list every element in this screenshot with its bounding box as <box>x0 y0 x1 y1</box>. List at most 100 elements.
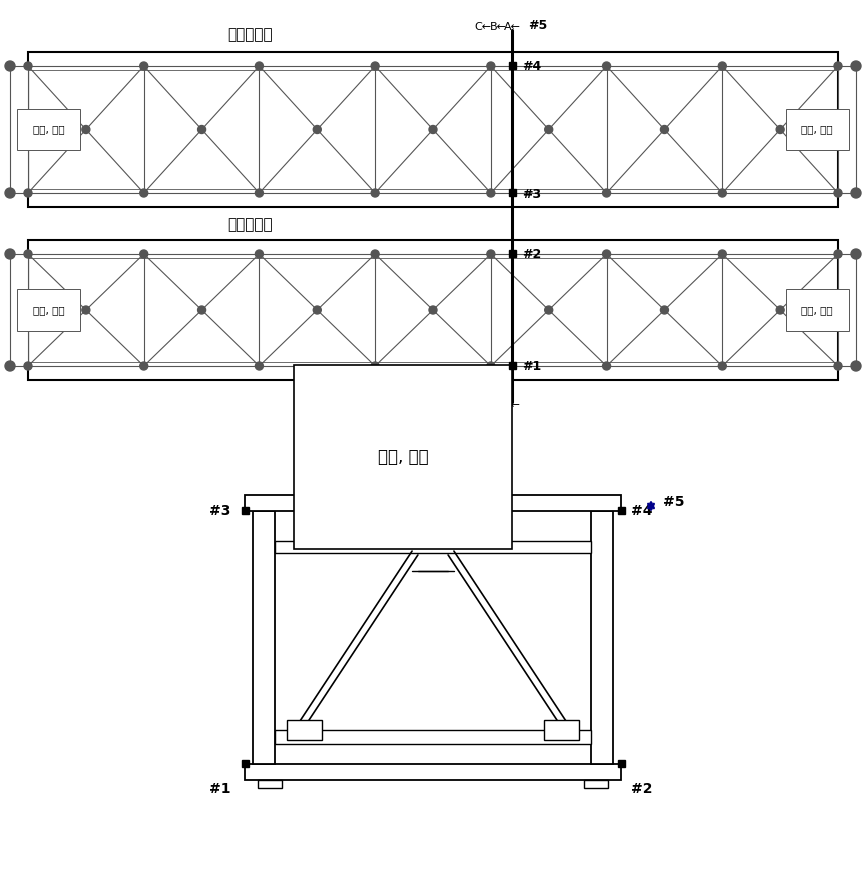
Bar <box>838 254 856 366</box>
Circle shape <box>718 362 727 370</box>
Bar <box>287 720 322 740</box>
Circle shape <box>718 62 727 70</box>
Circle shape <box>603 362 611 370</box>
Circle shape <box>313 306 321 314</box>
Text: #3: #3 <box>209 504 230 518</box>
Text: 강률, 옥계: 강률, 옥계 <box>801 124 833 135</box>
Bar <box>10 66 28 193</box>
Text: #2: #2 <box>522 248 541 261</box>
Circle shape <box>24 362 32 370</box>
Text: B←: B← <box>489 22 507 32</box>
Circle shape <box>603 189 611 197</box>
Circle shape <box>5 61 15 71</box>
Circle shape <box>718 189 727 197</box>
Text: 강률, 옥계: 강률, 옥계 <box>801 305 833 315</box>
Circle shape <box>851 361 861 371</box>
Text: #3: #3 <box>522 187 541 201</box>
Circle shape <box>255 362 263 370</box>
Bar <box>508 363 515 370</box>
Circle shape <box>661 126 669 134</box>
Bar <box>10 254 28 366</box>
Circle shape <box>487 250 494 258</box>
Bar <box>508 189 515 196</box>
Bar <box>242 508 249 515</box>
Circle shape <box>139 250 148 258</box>
Circle shape <box>139 62 148 70</box>
Text: 서울, 동해: 서울, 동해 <box>33 305 65 315</box>
Circle shape <box>139 189 148 197</box>
Circle shape <box>834 362 842 370</box>
Circle shape <box>487 362 494 370</box>
Text: 하부평면도: 하부평면도 <box>227 217 273 232</box>
Circle shape <box>603 62 611 70</box>
Circle shape <box>82 126 90 134</box>
Circle shape <box>139 362 148 370</box>
Circle shape <box>851 249 861 259</box>
Text: #5: #5 <box>528 19 547 32</box>
Bar <box>275 730 591 744</box>
Circle shape <box>776 126 784 134</box>
Circle shape <box>545 306 553 314</box>
Circle shape <box>372 62 379 70</box>
Bar <box>544 720 579 740</box>
Bar <box>838 66 856 193</box>
Circle shape <box>372 362 379 370</box>
Circle shape <box>372 250 379 258</box>
Bar <box>591 511 613 764</box>
Bar <box>617 508 624 515</box>
Bar <box>28 52 838 207</box>
Circle shape <box>834 189 842 197</box>
Circle shape <box>834 62 842 70</box>
Bar <box>242 760 249 767</box>
Circle shape <box>255 189 263 197</box>
Circle shape <box>5 361 15 371</box>
Circle shape <box>24 250 32 258</box>
Circle shape <box>5 249 15 259</box>
Circle shape <box>834 250 842 258</box>
Text: C←: C← <box>475 400 492 410</box>
Text: C←: C← <box>475 22 492 32</box>
Bar <box>28 240 838 380</box>
Circle shape <box>429 306 437 314</box>
Text: A←: A← <box>503 400 520 410</box>
Circle shape <box>313 126 321 134</box>
Text: #5: #5 <box>663 495 684 509</box>
Circle shape <box>776 306 784 314</box>
Bar <box>245 764 621 780</box>
Circle shape <box>487 62 494 70</box>
Text: B←: B← <box>489 400 507 410</box>
Bar <box>584 780 608 788</box>
Bar <box>617 760 624 767</box>
Circle shape <box>82 306 90 314</box>
Circle shape <box>5 188 15 198</box>
Circle shape <box>487 189 494 197</box>
Text: #1: #1 <box>522 361 541 373</box>
Bar <box>275 541 591 553</box>
Bar <box>508 62 515 70</box>
Text: 서울, 동해: 서울, 동해 <box>33 124 65 135</box>
Circle shape <box>255 62 263 70</box>
Bar <box>253 511 275 764</box>
Circle shape <box>545 126 553 134</box>
Circle shape <box>24 62 32 70</box>
Circle shape <box>603 250 611 258</box>
Bar <box>258 780 282 788</box>
Text: #4: #4 <box>522 61 541 74</box>
Text: 서울, 동해: 서울, 동해 <box>378 448 429 466</box>
Text: #4: #4 <box>631 504 652 518</box>
Circle shape <box>197 126 205 134</box>
Circle shape <box>197 306 205 314</box>
Bar <box>245 495 621 511</box>
Circle shape <box>429 126 437 134</box>
Circle shape <box>851 61 861 71</box>
Text: #1: #1 <box>209 782 230 796</box>
Text: A←: A← <box>503 22 520 32</box>
Circle shape <box>851 188 861 198</box>
Circle shape <box>661 306 669 314</box>
Circle shape <box>24 189 32 197</box>
Circle shape <box>372 189 379 197</box>
Circle shape <box>255 250 263 258</box>
Bar <box>508 251 515 258</box>
Text: 상부평면도: 상부평면도 <box>227 27 273 42</box>
Circle shape <box>718 250 727 258</box>
